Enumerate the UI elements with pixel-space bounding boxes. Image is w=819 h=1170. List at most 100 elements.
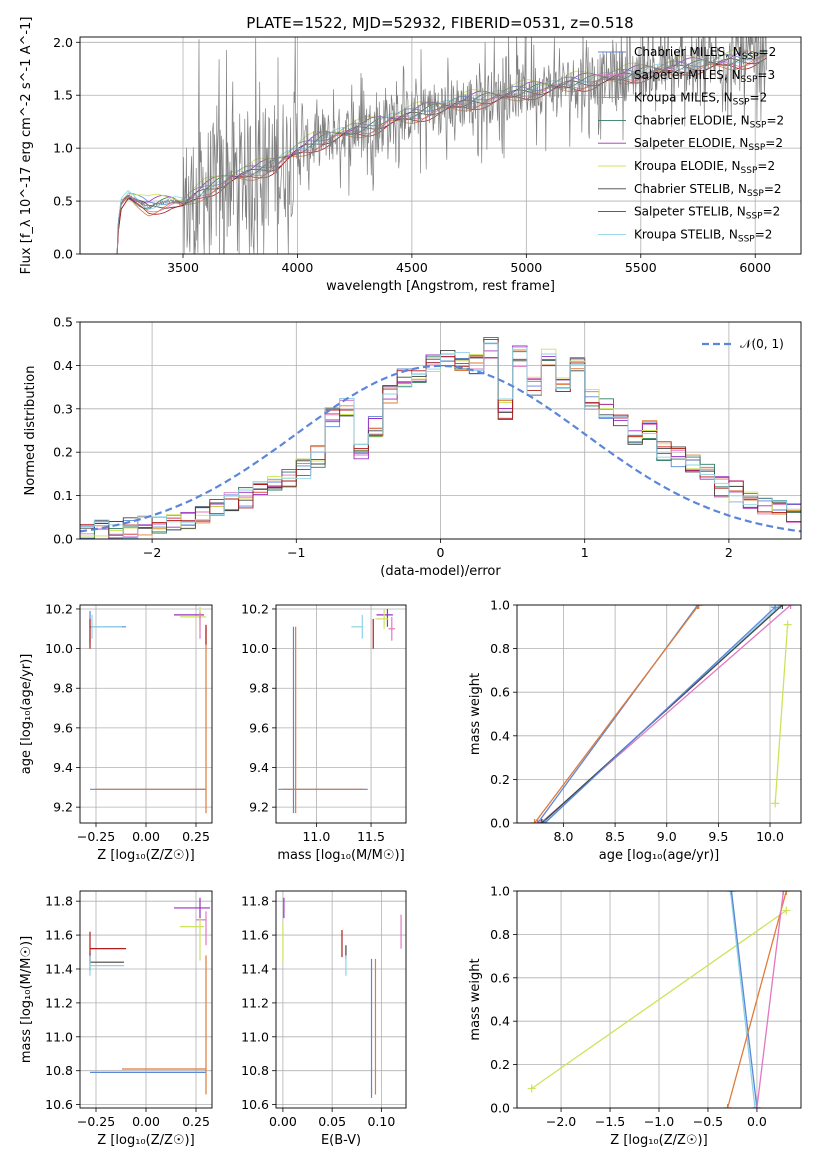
weight_vs_Z-marker-kroupa-miles — [723, 1104, 732, 1108]
weight_vs_age-xtick-label: 10.0 — [756, 829, 784, 844]
weight_vs_Z-line-kroupa-miles — [726, 891, 787, 1108]
age_vs_mass-plot-area — [278, 608, 396, 814]
residuals-ytick-label: 0.1 — [53, 488, 73, 503]
histogram-kroupa-stelib — [80, 342, 801, 539]
age_vs_mass-ytick-label: 9.4 — [249, 760, 269, 775]
mass_vs_ebv-ytick-label: 11.2 — [241, 995, 269, 1010]
mass_vs_Z-xtick-label: 0.00 — [132, 1114, 160, 1129]
weight_vs_age-ylabel: mass weight — [468, 673, 483, 755]
spectrum-title: PLATE=1522, MJD=52932, FIBERID=0531, z=0… — [246, 14, 633, 32]
weight_vs_age-marker-chabrier-miles — [693, 605, 702, 609]
weight_vs_age-ytick-label: 0.2 — [490, 772, 510, 787]
age_vs_mass-ytick-label: 9.2 — [249, 800, 269, 815]
mass_vs_Z-ytick-label: 11.2 — [45, 995, 73, 1010]
legend-label-salpeter-elodie: Salpeter ELODIE, NSSP=2 — [634, 136, 783, 153]
age_vs_Z-frame — [79, 604, 213, 824]
residuals-ytick-label: 0.4 — [53, 358, 73, 373]
age_vs_Z-ytick-label: 9.8 — [53, 681, 73, 696]
weight_vs_age-marker-kroupa-miles — [694, 605, 703, 609]
residuals-ylabel: Normed distribution — [23, 366, 38, 496]
age_vs_Z-xtick-label: −0.25 — [77, 829, 115, 844]
mass_vs_ebv-ytick-label: 11.4 — [241, 961, 269, 976]
residuals-xtick-label: −1 — [287, 545, 305, 560]
mass_vs_ebv-ytick-label: 11.6 — [241, 928, 269, 943]
age_vs_mass-ytick-label: 9.6 — [249, 720, 269, 735]
weight_vs_age-marker-chabrier-miles — [540, 819, 549, 823]
age_vs_Z-ytick-label: 9.4 — [53, 760, 73, 775]
mass_vs_Z-ytick-label: 11.8 — [45, 894, 73, 909]
residuals-xlabel: (data-model)/error — [380, 564, 501, 579]
mass_vs_Z-ytick-label: 11.4 — [45, 961, 73, 976]
age_vs_Z-xtick-label: 0.00 — [132, 829, 160, 844]
residuals-frame — [79, 321, 802, 540]
legend-label-kroupa-elodie: Kroupa ELODIE, NSSP=2 — [634, 159, 775, 176]
legend-label-kroupa-miles: Kroupa MILES, NSSP=2 — [634, 91, 767, 108]
spectrum-xtick-label: 5000 — [510, 260, 542, 275]
legend-label-salpeter-miles: Salpeter MILES, NSSP=3 — [634, 68, 775, 85]
weight_vs_age-ytick-label: 0.0 — [490, 816, 510, 831]
mass_vs_Z-xlabel: Z [log₁₀(Z/Z☉)] — [97, 1133, 194, 1148]
mass_vs_Z-ytick-label: 11.0 — [45, 1029, 73, 1044]
weight_vs_Z-ytick-label: 0.0 — [490, 1101, 510, 1116]
weight_vs_age-xtick-label: 9.0 — [657, 829, 677, 844]
legend-label-kroupa-stelib: Kroupa STELIB, NSSP=2 — [634, 227, 772, 244]
observed-spectrum — [114, 37, 768, 254]
mass_vs_Z-ytick-label: 10.6 — [45, 1097, 73, 1112]
mass_vs_ebv-plot-area — [282, 897, 402, 1098]
spectrum-ytick-label: 0.0 — [53, 247, 73, 262]
mass_vs_Z-xtick-label: −0.25 — [77, 1114, 115, 1129]
weight_vs_Z-plot-area — [527, 891, 791, 1108]
weight_vs_age-ytick-label: 0.6 — [490, 685, 510, 700]
mass_vs_Z-ytick-label: 10.8 — [45, 1063, 73, 1078]
legend-label-chabrier-elodie: Chabrier ELODIE, NSSP=2 — [634, 113, 784, 130]
age_vs_Z-ylabel: age [log₁₀(age/yr)] — [19, 654, 34, 775]
age_vs_mass-xtick-label: 11.5 — [357, 829, 385, 844]
age_vs_Z-xlabel: Z [log₁₀(Z/Z☉)] — [97, 848, 194, 863]
mass_vs_ebv-frame — [275, 890, 407, 1109]
weight_vs_Z-marker-kroupa-stelib — [750, 1104, 759, 1108]
residuals-plot-area — [80, 336, 801, 539]
residuals-xtick-label: 0 — [437, 545, 445, 560]
weight_vs_Z-marker-chabrier-miles — [727, 891, 736, 895]
weight_vs_Z-line-kroupa-stelib — [729, 891, 756, 1108]
age_vs_Z-ytick-label: 10.2 — [45, 601, 73, 616]
age_vs_mass-ytick-label: 10.2 — [241, 601, 269, 616]
weight_vs_age-marker-salpeter-miles — [536, 819, 545, 823]
weight_vs_Z-xtick-label: 0.0 — [747, 1114, 767, 1129]
weight_vs_age-marker-chabrier-stelib — [537, 819, 546, 823]
residuals-ytick-label: 0.3 — [53, 401, 73, 416]
spectrum-ytick-label: 1.0 — [53, 141, 73, 156]
weight_vs_age-marker-chabrier-miles — [533, 819, 542, 823]
weight_vs_age-line-kroupa-elodie — [774, 624, 789, 804]
weight_vs_Z-marker-kroupa-elodie — [782, 906, 791, 915]
mass_vs_ebv-xtick-label: 0.00 — [269, 1114, 297, 1129]
spectrum-ytick-label: 1.5 — [53, 88, 73, 103]
residuals-xtick-label: −2 — [143, 545, 161, 560]
age_vs_mass-ytick-label: 10.0 — [241, 641, 269, 656]
legend-label-chabrier-miles: Chabrier MILES, NSSP=2 — [634, 45, 776, 62]
weight_vs_age-plot-area — [530, 605, 795, 823]
weight_vs_Z-ytick-label: 1.0 — [490, 884, 510, 899]
mass_vs_ebv-xtick-label: 0.10 — [367, 1114, 395, 1129]
age_vs_Z-plot-area — [89, 606, 207, 814]
spectrum-ylabel: Flux [f_λ 10^-17 erg cm^-2 s^-1 A^-1] — [19, 17, 34, 275]
weight_vs_Z-xtick-label: −1.0 — [644, 1114, 674, 1129]
weight_vs_Z-line-chabrier-miles — [730, 891, 758, 1108]
weight_vs_Z-line-salpeter-miles — [756, 891, 785, 1108]
weight_vs_Z-ylabel: mass weight — [468, 958, 483, 1040]
weight_vs_Z-line-kroupa-elodie — [531, 909, 787, 1090]
residuals-xtick-label: 1 — [581, 545, 589, 560]
age_vs_mass-xtick-label: 11.0 — [302, 829, 330, 844]
mass_vs_ebv-ytick-label: 10.6 — [241, 1097, 269, 1112]
age_vs_mass-ytick-label: 9.8 — [249, 681, 269, 696]
mass_vs_ebv-ytick-label: 11.0 — [241, 1029, 269, 1044]
weight_vs_age-xtick-label: 8.5 — [605, 829, 625, 844]
age_vs_Z-ytick-label: 9.2 — [53, 800, 73, 815]
gaussian-curve — [80, 364, 801, 533]
legend-label-chabrier-stelib: Chabrier STELIB, NSSP=2 — [634, 182, 782, 199]
residuals-ytick-label: 0.5 — [53, 315, 73, 330]
weight_vs_age-marker-chabrier-miles — [771, 605, 780, 612]
weight_vs_age-ytick-label: 0.8 — [490, 641, 510, 656]
weight_vs_age-xtick-label: 8.0 — [554, 829, 574, 844]
weight_vs_age-ytick-label: 0.4 — [490, 728, 510, 743]
